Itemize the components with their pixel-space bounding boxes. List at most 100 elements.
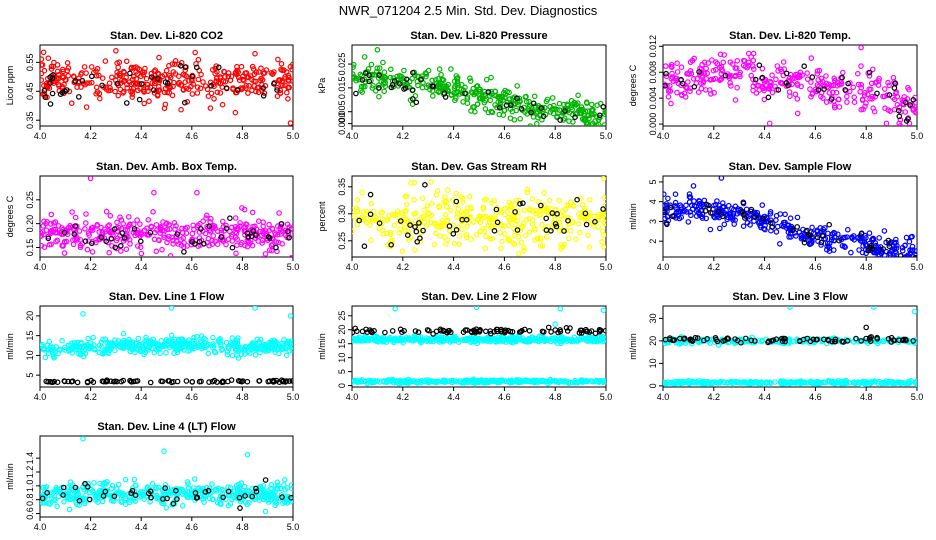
data-point <box>878 250 884 256</box>
data-point <box>872 79 879 86</box>
x-tick-label: 4.0 <box>657 131 670 141</box>
data-point <box>704 335 711 342</box>
data-point <box>205 93 212 100</box>
data-point <box>47 101 54 107</box>
data-point <box>575 221 582 227</box>
data-point <box>522 338 529 344</box>
data-point <box>100 351 106 357</box>
x-tick-label: 4.2 <box>84 522 97 532</box>
data-point <box>798 235 805 242</box>
data-point <box>826 240 833 247</box>
data-point <box>446 223 453 229</box>
data-point <box>595 211 602 218</box>
data-point <box>223 225 230 232</box>
data-point <box>112 88 118 95</box>
data-point <box>103 208 110 215</box>
data-point <box>189 73 195 80</box>
data-point <box>173 223 179 229</box>
data-point <box>843 377 849 384</box>
data-point <box>239 378 245 385</box>
data-point <box>128 65 135 72</box>
data-point <box>189 91 196 97</box>
data-point <box>663 191 667 197</box>
data-point <box>278 60 285 67</box>
data-point <box>354 222 361 228</box>
data-point <box>45 350 52 357</box>
series-sample <box>40 47 293 126</box>
data-point <box>480 225 486 232</box>
y-tick-label: 0.35 <box>337 178 347 196</box>
data-point <box>217 80 224 87</box>
outlier-point <box>766 120 773 126</box>
data-point <box>512 209 518 215</box>
data-point <box>89 240 95 247</box>
x-tick-label: 4.4 <box>447 392 460 402</box>
x-tick-label: 4.4 <box>758 131 771 141</box>
data-point <box>781 379 788 386</box>
y-tick-label: 0.35 <box>25 111 35 129</box>
x-tick-label: 4.4 <box>447 262 460 272</box>
data-point <box>663 73 670 80</box>
data-point <box>453 190 460 197</box>
data-point <box>526 327 533 334</box>
data-point <box>568 338 575 345</box>
data-point <box>115 92 122 99</box>
data-point <box>272 231 279 238</box>
data-point <box>473 232 480 238</box>
data-point <box>890 94 896 101</box>
data-point <box>244 237 251 244</box>
data-point <box>482 328 489 335</box>
data-point <box>413 228 420 235</box>
data-point <box>147 339 154 346</box>
data-point <box>690 76 697 82</box>
data-point <box>684 79 691 85</box>
data-point <box>163 67 170 74</box>
data-point <box>259 77 266 83</box>
data-point <box>178 106 184 113</box>
data-point <box>727 59 734 65</box>
x-tick-label: 4.2 <box>397 392 410 402</box>
data-point <box>223 241 229 248</box>
data-point <box>891 85 898 91</box>
data-point <box>123 246 130 253</box>
data-point <box>283 378 290 384</box>
data-point <box>61 498 67 505</box>
data-point <box>184 99 191 105</box>
data-point <box>468 236 474 243</box>
data-point <box>717 51 724 58</box>
data-point <box>274 85 281 91</box>
data-point <box>196 238 203 245</box>
data-point <box>859 382 865 387</box>
data-point <box>412 224 418 230</box>
data-point <box>882 105 888 112</box>
data-point <box>588 122 595 126</box>
data-point <box>256 378 262 384</box>
data-point <box>488 215 495 221</box>
data-point <box>275 56 281 63</box>
series-reference <box>663 199 917 257</box>
data-point <box>740 223 747 230</box>
data-point <box>537 236 544 242</box>
data-point <box>779 335 785 342</box>
data-point <box>528 378 535 384</box>
data-point <box>829 380 836 386</box>
data-point <box>249 242 256 249</box>
data-point <box>559 208 566 214</box>
data-point <box>599 239 605 245</box>
data-point <box>225 378 231 385</box>
data-point <box>855 81 862 88</box>
data-point <box>601 122 606 126</box>
data-point <box>388 377 395 384</box>
data-point <box>501 231 508 237</box>
x-tick-label: 4.4 <box>135 262 148 272</box>
series-sample <box>40 306 293 361</box>
data-point <box>491 197 498 204</box>
data-point <box>97 95 103 102</box>
data-point <box>224 351 231 358</box>
data-point <box>854 235 861 241</box>
data-point <box>881 86 888 92</box>
data-point <box>279 82 286 89</box>
data-point <box>552 221 559 227</box>
data-point <box>733 65 740 71</box>
data-point <box>206 223 213 230</box>
